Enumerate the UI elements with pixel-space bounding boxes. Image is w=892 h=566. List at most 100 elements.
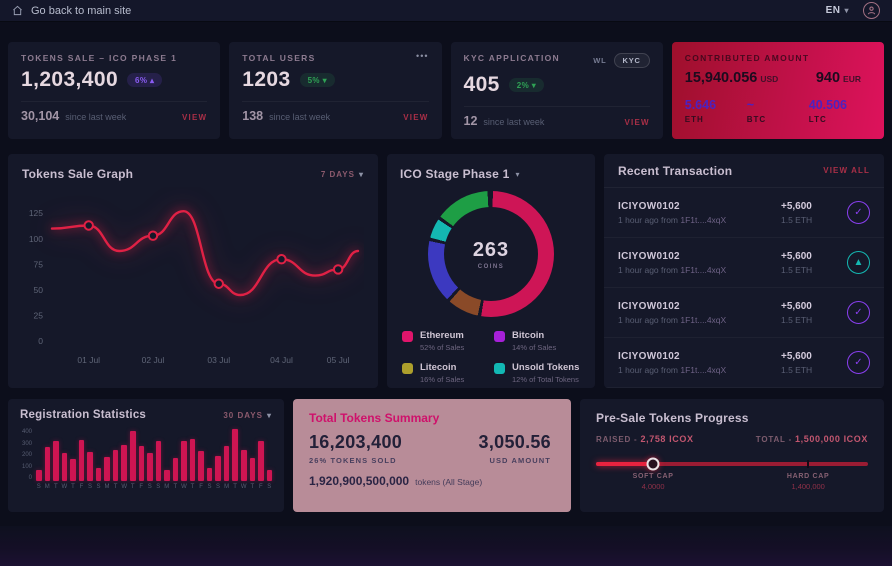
back-to-site-link[interactable]: Go back to main site [12, 5, 131, 17]
y-axis-tick: 300 [21, 440, 32, 447]
check-circle-icon[interactable]: ✓ [847, 201, 870, 224]
more-menu-icon[interactable]: ••• [416, 51, 429, 61]
x-axis-tick: 05 Jul [327, 355, 350, 365]
language-selector[interactable]: EN ▾ [826, 5, 849, 16]
card-title: KYC APPLICATION [463, 53, 560, 63]
x-axis-tick: M [104, 484, 110, 490]
bar-rect [78, 439, 85, 481]
total-amount: TOTAL -1,500,000 ICOX [755, 434, 868, 444]
stats-row: TOKENS SALE – ICO PHASE 1 1,203,400 6% ▴… [8, 42, 884, 139]
bar: T [172, 429, 179, 490]
panel-title: Registration Statistics [20, 409, 147, 421]
middle-row: Tokens Sale Graph 7 DAYS ▾ 0 25 50 75 100 125… [8, 154, 884, 388]
delta-value: 138 [242, 109, 264, 123]
card-value: 405 [463, 73, 500, 96]
transaction-row[interactable]: ICIYOW0102 1 hour ago from 1F1t....4xqX +5… [604, 238, 884, 288]
panel-title: Recent Transaction [618, 163, 733, 178]
y-axis-tick: 200 [21, 452, 32, 458]
bar-rect [215, 455, 221, 481]
crypto-btc: ~ BTC [746, 98, 767, 124]
tx-amount-sub: 1.5 ETH [781, 264, 813, 275]
bar: W [181, 429, 187, 490]
donut-legend: Ethereum 52% of Sales Bitcoin 14% of Sales L… [400, 330, 582, 384]
topbar-right: EN ▾ [826, 2, 880, 19]
bar: W [240, 429, 247, 490]
card-title: TOTAL USERS [242, 53, 316, 63]
x-axis-tick: W [61, 484, 68, 490]
x-axis-tick: W [181, 484, 187, 490]
bar: W [61, 429, 68, 490]
y-axis-tick: 400 [21, 429, 32, 435]
tx-sub: 1 hour ago from 1F1t....4xqX [618, 264, 727, 275]
tx-id: ICIYOW0102 [618, 300, 680, 312]
view-button[interactable]: VIEW [182, 113, 208, 122]
check-circle-icon[interactable]: ✓ [847, 351, 870, 374]
delta-note: since last week [65, 112, 127, 122]
trend-arrow-icon: ▴ [150, 75, 155, 85]
y-axis-tick: 100 [29, 234, 43, 244]
view-all-button[interactable]: VIEW ALL [823, 166, 870, 175]
home-icon [12, 5, 23, 16]
progress-knob[interactable] [646, 457, 660, 471]
bar: S [36, 429, 42, 490]
bar-rect [240, 449, 247, 481]
x-axis-tick: S [36, 484, 41, 490]
x-axis-tick: S [88, 484, 93, 490]
ico-stage-panel: ICO Stage Phase 1 ▾ 263 COINS Ethereum 52… [387, 154, 595, 388]
chevron-down-icon[interactable]: ▾ [515, 169, 520, 179]
check-circle-icon[interactable]: ✓ [847, 301, 870, 324]
bar: S [95, 429, 102, 490]
data-point-marker [213, 278, 224, 289]
bar: F [78, 429, 85, 490]
range-dropdown[interactable]: 7 DAYS ▾ [320, 169, 364, 179]
tx-amount: +5,600 [781, 300, 812, 312]
x-axis-tick: T [113, 484, 118, 490]
transaction-row[interactable]: ICIYOW0102 1 hour ago from 1F1t....4xqX +5… [604, 188, 884, 238]
legend-note: 16% of Sales [420, 375, 465, 384]
footer-band [0, 526, 892, 566]
bar: S [266, 429, 273, 490]
range-dropdown[interactable]: 30 DAYS ▾ [223, 410, 272, 420]
bar: T [70, 429, 76, 490]
tokens-sale-card: TOKENS SALE – ICO PHASE 1 1,203,400 6% ▴… [8, 42, 221, 139]
tab-wl[interactable]: WL [593, 56, 607, 65]
bar-rect [172, 458, 179, 481]
tx-amount: +5,600 [781, 350, 812, 362]
bar: F [138, 429, 145, 490]
tx-id: ICIYOW0102 [618, 350, 680, 362]
bar-rect [164, 469, 170, 481]
x-axis-tick: S [267, 484, 272, 490]
legend-label: Bitcoin [512, 330, 545, 341]
legend-swatch [494, 331, 505, 342]
bottom-row: Registration Statistics 30 DAYS ▾ 400 300… [8, 399, 884, 512]
x-axis-tick: T [190, 484, 195, 490]
tab-kyc[interactable]: KYC [613, 53, 650, 68]
view-button[interactable]: VIEW [403, 113, 429, 122]
user-avatar[interactable] [863, 2, 880, 19]
bar-rect [61, 453, 68, 481]
legend-item: Litecoin 16% of Sales [402, 362, 488, 384]
x-axis-tick: 02 Jul [142, 355, 165, 365]
all-stage-tokens: 1,920,900,500,000 [309, 474, 410, 488]
y-axis-tick: 125 [29, 208, 43, 218]
hardcap-label: HARD CAP 1,400,000 [786, 473, 830, 491]
x-axis-tick: W [121, 484, 127, 490]
language-label: EN [825, 5, 841, 16]
kyc-application-card: KYC APPLICATION WL KYC 405 2% ▾ 12 since… [450, 42, 663, 139]
bar-rect [147, 453, 153, 481]
transaction-row[interactable]: ICIYOW0102 1 hour ago from 1F1t....4xqX +5… [604, 288, 884, 338]
bar: T [112, 429, 119, 490]
raised-amount: RAISED -2,758 ICOX [596, 434, 694, 444]
arrow-up-circle-icon[interactable]: ▲ [847, 251, 870, 274]
view-button[interactable]: VIEW [624, 118, 650, 127]
bar: S [147, 429, 153, 490]
bar-rect [181, 441, 187, 481]
contributed-amount-card: CONTRIBUTED AMOUNT 15,940.056 USD 940 EUR … [671, 42, 884, 139]
crypto-ltc: 40.506 LTC [808, 98, 848, 124]
total-tokens-summary-card: Total Tokens Summary 16,203,400 26% TOKE… [293, 399, 571, 512]
slider-track[interactable] [596, 462, 868, 466]
x-axis-tick: S [216, 484, 221, 490]
transaction-row[interactable]: ICIYOW0102 1 hour ago from 1F1t....4xqX +5… [604, 338, 884, 388]
legend-note: 14% of Sales [512, 343, 557, 352]
bar-rect [95, 468, 102, 481]
